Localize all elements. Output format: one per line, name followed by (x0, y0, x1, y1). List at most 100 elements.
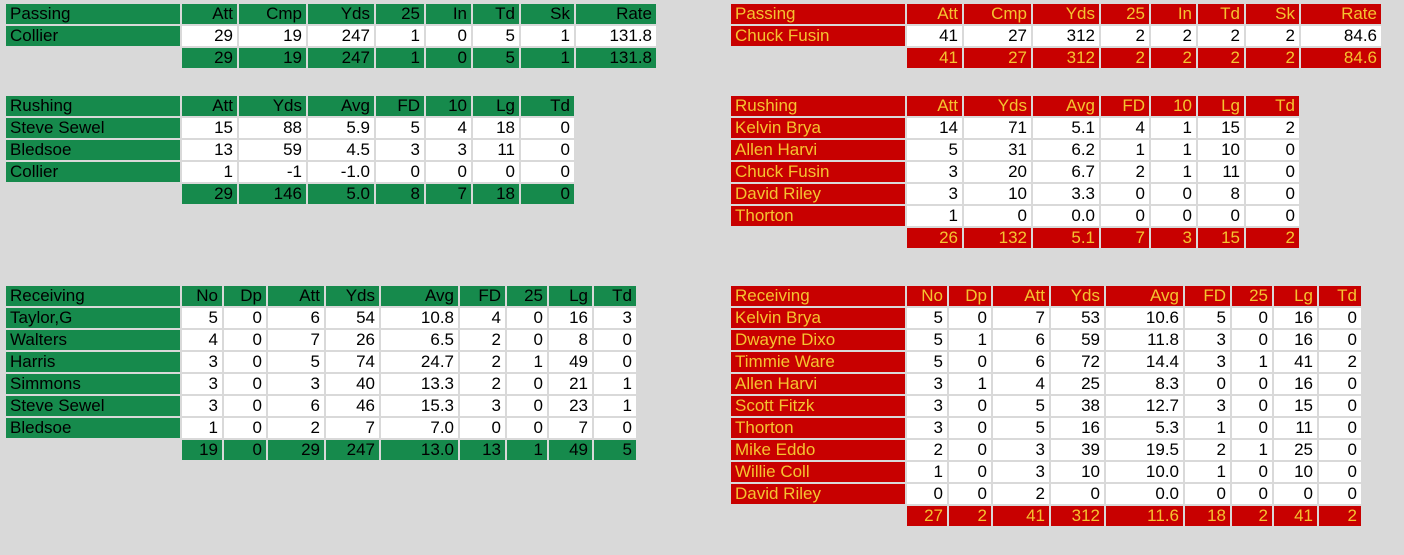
stat-cell: 0 (507, 418, 547, 438)
stat-cell: 0 (460, 418, 505, 438)
stat-cell: 2 (1101, 162, 1149, 182)
stat-cell: 0 (376, 162, 424, 182)
col-header: Dp (949, 286, 991, 306)
col-header: Avg (308, 96, 374, 116)
total-cell: 2 (1198, 48, 1244, 68)
total-cell: 19 (239, 48, 306, 68)
player-name: Allen Harvi (731, 374, 905, 394)
blank-cell (6, 440, 180, 460)
stat-cell: 2 (1185, 440, 1230, 460)
stat-cell: 1 (507, 352, 547, 372)
col-header: FD (376, 96, 424, 116)
stat-cell: 0 (1319, 418, 1361, 438)
stat-cell: 5 (1185, 308, 1230, 328)
table-row: Bledsoe 1 0 2 7 7.0 0 0 7 0 (6, 418, 636, 438)
col-header: Sk (1246, 4, 1299, 24)
stat-cell: 13.3 (381, 374, 458, 394)
stat-cell: 0 (1246, 140, 1299, 160)
section-title: Rushing (6, 96, 180, 116)
stat-cell: 7 (326, 418, 379, 438)
total-cell: 13 (460, 440, 505, 460)
stat-cell: 0 (507, 396, 547, 416)
stat-cell: 0 (949, 352, 991, 372)
col-header: Rate (576, 4, 656, 24)
blank-cell (6, 184, 180, 204)
stat-cell: 2 (460, 352, 505, 372)
stat-cell: 0 (507, 374, 547, 394)
stat-cell: 84.6 (1301, 26, 1381, 46)
total-cell: 2 (1246, 228, 1299, 248)
stat-cell: 15.3 (381, 396, 458, 416)
col-header: Att (907, 96, 962, 116)
stat-cell: 0 (1232, 462, 1272, 482)
stat-cell: 0 (1232, 308, 1272, 328)
totals-row: 41 27 312 2 2 2 2 84.6 (731, 48, 1381, 68)
stat-cell: 0 (1319, 484, 1361, 504)
stat-cell: 3 (182, 352, 222, 372)
stat-cell: 1 (594, 374, 636, 394)
stat-cell: 0 (1319, 462, 1361, 482)
table-row: Kelvin Brya 14 71 5.1 4 1 15 2 (731, 118, 1299, 138)
stat-cell: 25 (1051, 374, 1104, 394)
total-cell: 1 (376, 48, 424, 68)
stat-cell: 1 (521, 26, 574, 46)
total-cell: 131.8 (576, 48, 656, 68)
stat-cell: 4 (993, 374, 1049, 394)
totals-row: 29 146 5.0 8 7 18 0 (6, 184, 574, 204)
col-header: Avg (381, 286, 458, 306)
player-name: Thorton (731, 206, 905, 226)
col-header: Att (907, 4, 962, 24)
col-header: Td (473, 4, 519, 24)
stat-cell: 5 (907, 352, 947, 372)
total-cell: 5 (473, 48, 519, 68)
col-header: Td (1246, 96, 1299, 116)
stat-cell: 0 (949, 308, 991, 328)
stat-cell: 12.7 (1106, 396, 1183, 416)
total-cell: 18 (473, 184, 519, 204)
stat-cell: 0 (949, 440, 991, 460)
stat-cell: 0 (224, 396, 266, 416)
stat-cell: 6.5 (381, 330, 458, 350)
stat-cell: 1 (907, 462, 947, 482)
table-row: Allen Harvi 3 1 4 25 8.3 0 0 16 0 (731, 374, 1361, 394)
stat-cell: 15 (1198, 118, 1244, 138)
stat-cell: 0 (1319, 374, 1361, 394)
total-cell: 2 (1101, 48, 1149, 68)
stat-cell: 5 (907, 140, 962, 160)
table-row: Willie Coll 1 0 3 10 10.0 1 0 10 0 (731, 462, 1361, 482)
stat-cell: 3 (460, 396, 505, 416)
stat-cell: 0 (594, 418, 636, 438)
stat-cell: 0 (949, 484, 991, 504)
stat-cell: 3 (182, 396, 222, 416)
col-header: Cmp (964, 4, 1031, 24)
player-name: Dwayne Dixo (731, 330, 905, 350)
stat-cell: 2 (1246, 118, 1299, 138)
stat-cell: 3 (993, 440, 1049, 460)
stat-cell: 25 (1274, 440, 1317, 460)
table-row: Kelvin Brya 5 0 7 53 10.6 5 0 16 0 (731, 308, 1361, 328)
player-name: David Riley (731, 184, 905, 204)
stat-cell: 54 (326, 308, 379, 328)
total-cell: 3 (1151, 228, 1196, 248)
total-cell: 11.6 (1106, 506, 1183, 526)
total-cell: 41 (1274, 506, 1317, 526)
stat-cell: 6 (268, 396, 324, 416)
stat-cell: 2 (907, 440, 947, 460)
stat-cell: 1 (1232, 352, 1272, 372)
stat-cell: 4 (426, 118, 471, 138)
totals-row: 29 19 247 1 0 5 1 131.8 (6, 48, 656, 68)
col-header: No (182, 286, 222, 306)
stat-cell: 0 (473, 162, 519, 182)
stat-cell: 2 (1319, 352, 1361, 372)
table-row: Steve Sewel 3 0 6 46 15.3 3 0 23 1 (6, 396, 636, 416)
total-cell: 247 (308, 48, 374, 68)
stat-cell: 31 (964, 140, 1031, 160)
stat-cell: 1 (949, 330, 991, 350)
stat-cell: 0 (521, 118, 574, 138)
stat-cell: 1 (182, 162, 237, 182)
stat-cell: 2 (1246, 26, 1299, 46)
player-name: Kelvin Brya (731, 118, 905, 138)
col-header: 25 (507, 286, 547, 306)
stat-cell: 5.9 (308, 118, 374, 138)
stat-cell: 1 (1232, 440, 1272, 460)
